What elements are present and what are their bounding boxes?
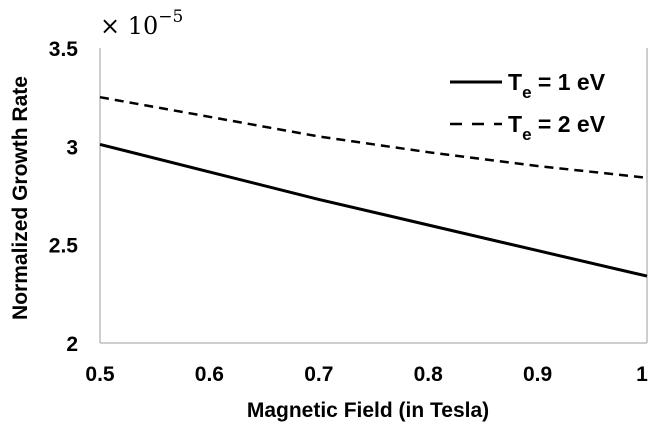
y-axis-multiplier: × 10−5 [100, 7, 183, 40]
y-tick-label: 2 [66, 333, 78, 356]
tick-labels: 0.5 0.6 0.7 0.8 0.9 1 2 2.5 3 3.5 [49, 38, 648, 386]
y-tick-label: 3.5 [49, 38, 79, 61]
x-tick-label: 0.6 [195, 363, 224, 386]
x-tick-label: 0.9 [523, 363, 552, 386]
y-axis-title: Normalized Growth Rate [9, 76, 32, 320]
legend-label-2: Te = 2 eV [508, 111, 606, 144]
x-tick-label: 0.7 [304, 363, 333, 386]
multiplier-exponent: −5 [158, 7, 183, 27]
multiplier-base: × 10 [100, 12, 158, 40]
x-tick-label: 1 [636, 363, 648, 386]
legend-label-1: Te = 1 eV [508, 69, 606, 102]
plot-axes [99, 48, 648, 344]
x-axis-title: Magnetic Field (in Tesla) [247, 399, 489, 422]
x-tick-label: 0.8 [414, 363, 444, 386]
x-tick-label: 0.5 [85, 363, 115, 386]
y-tick-label: 3 [66, 136, 78, 159]
series-layer [99, 95, 648, 278]
y-tick-label: 2.5 [49, 235, 79, 258]
legend: Te = 1 eV Te = 2 eV [450, 69, 606, 144]
series-line-2 [99, 95, 648, 180]
series-line-1 [99, 142, 648, 278]
